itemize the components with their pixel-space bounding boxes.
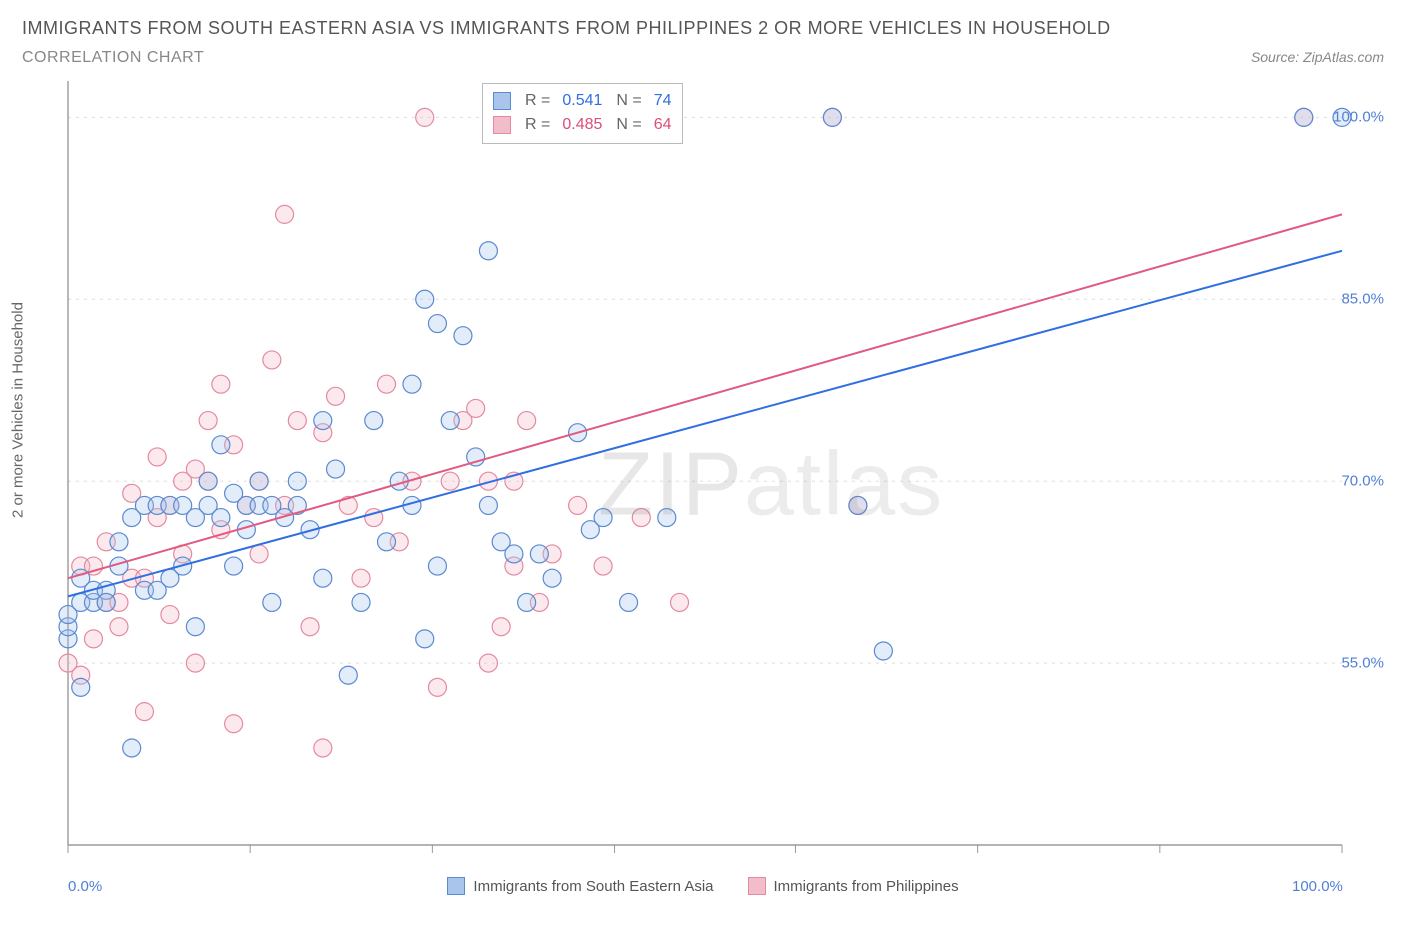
source-credit: Source: ZipAtlas.com	[1251, 49, 1384, 65]
y-tick-label: 100.0%	[1333, 109, 1384, 126]
source-prefix: Source:	[1251, 49, 1303, 65]
legend-item-a: Immigrants from South Eastern Asia	[447, 877, 713, 895]
y-tick-label: 55.0%	[1341, 655, 1384, 672]
r-label-b: R =	[525, 113, 550, 137]
y-tick-label: 85.0%	[1341, 291, 1384, 308]
legend-item-b: Immigrants from Philippines	[748, 877, 959, 895]
stats-row-b: R = 0.485 N = 64	[493, 113, 672, 137]
legend-swatch-b	[748, 877, 766, 895]
r-label-a: R =	[525, 89, 550, 113]
scatter-chart	[22, 75, 1384, 895]
stats-legend: R = 0.541 N = 74 R = 0.485 N = 64	[482, 83, 683, 144]
r-value-b: 0.485	[562, 113, 602, 137]
stats-row-a: R = 0.541 N = 74	[493, 89, 672, 113]
n-value-a: 74	[654, 89, 672, 113]
subtitle-row: CORRELATION CHART Source: ZipAtlas.com	[22, 49, 1384, 67]
source-name: ZipAtlas.com	[1303, 49, 1384, 65]
swatch-series-a	[493, 92, 511, 110]
legend-swatch-a	[447, 877, 465, 895]
n-label-a: N =	[616, 89, 641, 113]
chart-title: IMMIGRANTS FROM SOUTH EASTERN ASIA VS IM…	[22, 18, 1384, 39]
y-tick-label: 70.0%	[1341, 473, 1384, 490]
n-value-b: 64	[654, 113, 672, 137]
r-value-a: 0.541	[562, 89, 602, 113]
legend-label-a: Immigrants from South Eastern Asia	[473, 878, 713, 895]
n-label-b: N =	[616, 113, 641, 137]
legend-label-b: Immigrants from Philippines	[774, 878, 959, 895]
y-axis-label: 2 or more Vehicles in Household	[10, 302, 27, 518]
bottom-legend: Immigrants from South Eastern Asia Immig…	[22, 877, 1384, 895]
swatch-series-b	[493, 116, 511, 134]
chart-container: 2 or more Vehicles in Household ZIPatlas…	[22, 75, 1384, 895]
chart-subtitle: CORRELATION CHART	[22, 49, 204, 67]
